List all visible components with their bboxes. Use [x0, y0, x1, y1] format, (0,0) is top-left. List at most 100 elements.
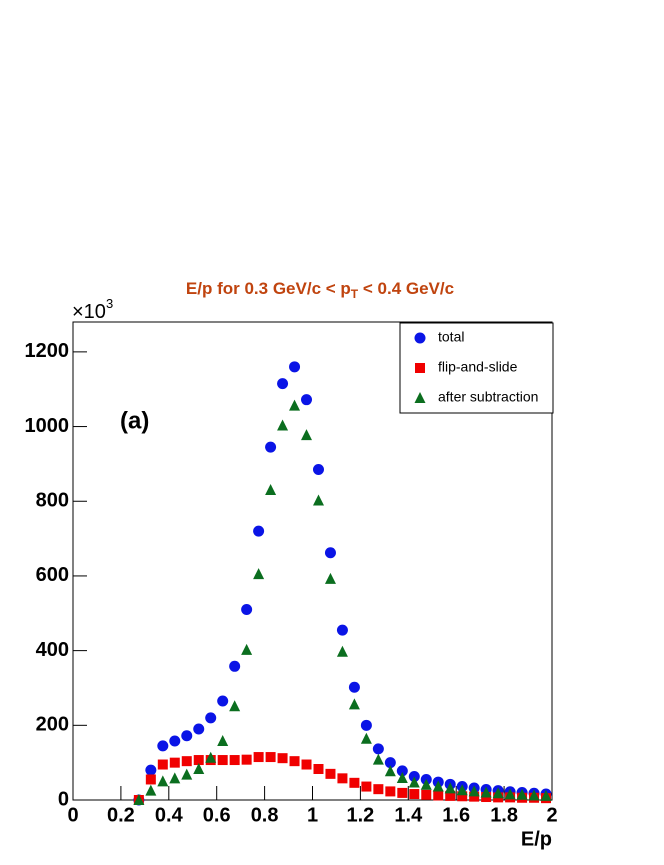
- marker: [397, 787, 408, 798]
- x-tick-label: 1.2: [346, 804, 374, 826]
- marker: [145, 774, 156, 785]
- marker: [289, 399, 301, 411]
- marker: [414, 392, 426, 403]
- marker: [277, 378, 289, 390]
- marker: [193, 723, 205, 735]
- title-text: < 0.4 GeV/c: [358, 279, 454, 298]
- marker: [145, 764, 157, 776]
- marker: [415, 363, 425, 373]
- y-tick-label: 0: [58, 788, 69, 810]
- marker: [492, 787, 504, 799]
- marker: [277, 753, 288, 764]
- marker: [348, 698, 360, 710]
- x-tick-label: 2: [546, 804, 557, 826]
- marker: [229, 755, 240, 766]
- marker: [229, 660, 241, 672]
- marker: [349, 777, 360, 788]
- marker: [324, 572, 336, 584]
- marker: [312, 464, 324, 476]
- marker: [145, 784, 157, 796]
- marker: [301, 759, 312, 770]
- x-tick-label: 1.6: [442, 804, 470, 826]
- y-tick-label: 400: [36, 639, 69, 661]
- marker: [301, 429, 313, 441]
- marker: [372, 743, 384, 755]
- marker: [301, 394, 313, 406]
- marker: [372, 753, 384, 765]
- marker: [516, 788, 528, 800]
- marker: [253, 525, 265, 537]
- legend-label: after subtraction: [438, 389, 538, 405]
- marker: [396, 771, 408, 783]
- y-tick-label: 800: [36, 490, 69, 512]
- marker: [444, 782, 456, 794]
- marker: [181, 768, 193, 780]
- marker: [528, 789, 540, 801]
- x-tick-label: 0: [67, 804, 78, 826]
- marker: [385, 786, 396, 797]
- title-subscript: T: [351, 287, 359, 301]
- marker: [325, 768, 336, 779]
- marker: [241, 754, 252, 765]
- marker: [157, 775, 169, 787]
- marker: [265, 484, 277, 496]
- marker: [337, 773, 348, 784]
- x-tick-label: 0.4: [155, 804, 184, 826]
- marker: [217, 734, 229, 746]
- marker: [433, 790, 444, 801]
- marker: [469, 791, 480, 802]
- marker: [373, 784, 384, 795]
- x-tick-label: 1: [307, 804, 318, 826]
- marker: [456, 784, 468, 796]
- legend-label: flip-and-slide: [438, 359, 518, 375]
- marker: [193, 763, 205, 775]
- y-tick-label: 1200: [25, 340, 70, 362]
- marker: [229, 700, 241, 712]
- marker: [420, 778, 432, 790]
- y-tick-label: 200: [36, 714, 69, 736]
- y-tick-label: 600: [36, 564, 69, 586]
- marker: [169, 757, 180, 768]
- marker: [414, 332, 426, 344]
- marker: [277, 419, 289, 431]
- marker: [169, 772, 181, 784]
- marker: [181, 730, 193, 742]
- x-tick-label: 0.2: [107, 804, 135, 826]
- marker: [480, 786, 492, 798]
- x-tick-label: 0.6: [203, 804, 231, 826]
- marker: [408, 776, 420, 788]
- chart-title: E/p for 0.3 GeV/c < pT < 0.4 GeV/c: [186, 279, 454, 301]
- marker: [133, 794, 145, 805]
- marker: [217, 755, 228, 766]
- marker: [217, 695, 229, 707]
- marker: [384, 757, 396, 769]
- marker: [540, 789, 552, 801]
- marker: [253, 568, 265, 580]
- marker: [432, 780, 444, 792]
- marker: [157, 740, 169, 752]
- marker: [289, 361, 301, 373]
- marker: [360, 732, 372, 744]
- multiplier-exponent: 3: [106, 296, 113, 311]
- marker: [157, 759, 168, 770]
- marker: [396, 765, 408, 777]
- marker: [384, 765, 396, 777]
- x-axis-label: E/p: [521, 828, 552, 850]
- y-tick-label: 1000: [25, 415, 70, 437]
- legend-label: total: [438, 329, 464, 345]
- marker: [205, 712, 217, 724]
- x-tick-label: 1.8: [490, 804, 518, 826]
- marker: [336, 645, 348, 657]
- marker: [265, 441, 277, 453]
- marker: [421, 789, 432, 800]
- multiplier-base: ×10: [72, 301, 106, 323]
- annotation: (a): [120, 407, 149, 434]
- marker: [361, 781, 372, 792]
- marker: [193, 755, 204, 766]
- marker: [241, 604, 253, 616]
- marker: [313, 764, 324, 775]
- marker: [409, 789, 420, 800]
- title-text: E/p for 0.3 GeV/c < p: [186, 279, 351, 298]
- marker: [324, 547, 336, 559]
- marker: [312, 494, 324, 506]
